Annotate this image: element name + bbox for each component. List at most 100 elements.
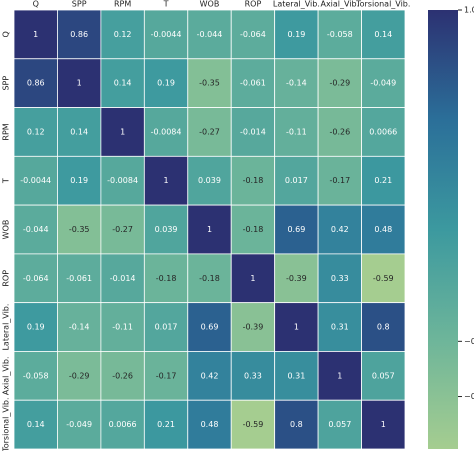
heatmap-cell (361, 58, 406, 108)
cell-label: -0.044 (23, 225, 49, 234)
heatmap-cell (13, 155, 58, 206)
cell-label: -0.14 (286, 79, 307, 88)
cell-label: 1 (120, 127, 125, 136)
cell-label: 0.057 (328, 420, 351, 429)
x-tick-label: RPM (114, 0, 131, 9)
cell-label: 0.21 (374, 176, 392, 185)
cell-label: 0.12 (27, 127, 45, 136)
cell-label: -0.18 (243, 176, 264, 185)
cell-label: 0.86 (70, 30, 88, 39)
x-tick-label: T (163, 0, 169, 9)
cell-label: 0.86 (27, 79, 45, 88)
colorbar (428, 10, 458, 449)
cell-label: 1 (337, 371, 342, 380)
cell-label: -0.27 (112, 225, 133, 234)
cell-label: -0.35 (199, 79, 220, 88)
heatmap-cell (13, 253, 58, 304)
cell-label: -0.59 (373, 274, 394, 283)
heatmap-cell (187, 58, 232, 108)
heatmap-cell (57, 399, 102, 450)
heatmap-cell (187, 302, 232, 352)
heatmap-cell (230, 9, 276, 60)
heatmap-cell (361, 204, 406, 255)
colorbar-tick-label: 1.0 (464, 6, 474, 15)
cell-label: -0.26 (112, 371, 133, 380)
y-tick-label: SPP (2, 76, 11, 91)
y-tick-label: Q (2, 31, 11, 37)
cell-label: 0.057 (372, 371, 395, 380)
heatmap-cell (361, 399, 406, 450)
cell-label: -0.17 (329, 176, 350, 185)
cell-label: 1 (250, 274, 255, 283)
cell-label: -0.26 (329, 127, 350, 136)
heatmap-cell (274, 351, 319, 401)
cell-label: -0.064 (23, 274, 49, 283)
heatmap-cell (57, 155, 102, 206)
cell-label: -0.39 (243, 323, 264, 332)
cell-label: -0.0044 (20, 176, 51, 185)
cell-label: 0.14 (374, 30, 392, 39)
heatmap-cell (187, 351, 232, 401)
cell-label: -0.17 (156, 371, 177, 380)
heatmap-cell (361, 155, 406, 206)
heatmap-cell (57, 302, 102, 352)
heatmap-cell (100, 9, 145, 60)
heatmap-cell (13, 302, 58, 352)
y-tick-label: Lateral_Vib. (2, 304, 11, 351)
heatmap-cell (274, 399, 319, 450)
cell-label: 1 (77, 79, 82, 88)
x-tick-label: Lateral_Vib. (273, 0, 320, 9)
cell-label: 0.8 (290, 420, 303, 429)
cell-label: 0.017 (285, 176, 308, 185)
cell-label: 0.42 (331, 225, 349, 234)
cell-label: 1 (164, 176, 169, 185)
heatmap-cell (143, 204, 189, 255)
cell-label: 0.14 (27, 420, 45, 429)
heatmap-cell (100, 253, 145, 304)
heatmap-cell (317, 58, 362, 108)
cell-label: 0.48 (201, 420, 219, 429)
heatmap-cell (143, 107, 189, 157)
cell-label: -0.29 (69, 371, 90, 380)
heatmap-cell (100, 399, 145, 450)
heatmap-cell (230, 253, 276, 304)
cell-label: -0.27 (199, 127, 220, 136)
x-tick-label: SPP (72, 0, 87, 9)
cell-label: -0.061 (66, 274, 92, 283)
cell-label: -0.0084 (107, 176, 138, 185)
heatmap-cell (143, 351, 189, 401)
heatmap-cell (13, 58, 58, 108)
y-tick-label: Torsional_Vib. (2, 397, 11, 451)
cell-label: 0.14 (70, 127, 88, 136)
cell-label: -0.058 (23, 371, 49, 380)
cell-label: -0.39 (286, 274, 307, 283)
x-tick-label: WOB (200, 0, 220, 9)
cell-label: 0.0066 (369, 127, 397, 136)
heatmap-cell (143, 399, 189, 450)
cell-label: -0.29 (329, 79, 350, 88)
cell-label: 1 (207, 225, 212, 234)
cell-label: 0.33 (331, 274, 349, 283)
cell-label: 0.19 (287, 30, 305, 39)
heatmap-cell (274, 107, 319, 157)
heatmap-cell (274, 58, 319, 108)
heatmap-cell (13, 351, 58, 401)
x-tick-label: Torsional_Vib. (355, 0, 410, 9)
heatmap-cell (100, 107, 145, 157)
cell-label: -0.014 (110, 274, 136, 283)
cell-label: -0.0044 (151, 30, 182, 39)
cell-label: -0.18 (156, 274, 177, 283)
y-tick-label: ROP (2, 270, 11, 287)
y-tick-label: Axial_Vib. (2, 356, 11, 395)
cell-label: 0.039 (198, 176, 221, 185)
cell-label: -0.11 (112, 323, 133, 332)
cell-label: 0.19 (27, 323, 45, 332)
heatmap-cell (361, 351, 406, 401)
cell-label: -0.59 (243, 420, 264, 429)
y-tick-label: WOB (2, 220, 11, 240)
heatmap-cell (230, 399, 276, 450)
heatmap-cell (100, 204, 145, 255)
cell-label: 0.0066 (109, 420, 137, 429)
heatmap-cell (13, 204, 58, 255)
heatmap-cell (230, 351, 276, 401)
